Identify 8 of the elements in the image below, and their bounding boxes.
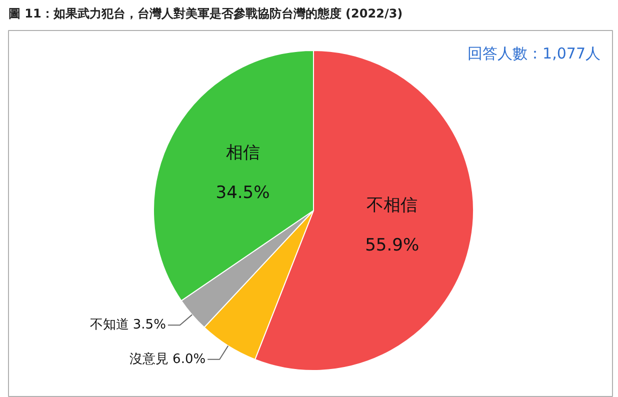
chart-title: 圖 11：如果武力犯台，台灣人對美軍是否參戰協防台灣的態度 (2022/3) <box>8 6 403 20</box>
data-label: 34.5% <box>216 183 270 204</box>
text: 回答人數：1,077人 <box>468 44 601 62</box>
slice-label: 不相信 <box>366 195 418 216</box>
slice-label: 不知道 3.5% <box>90 318 166 333</box>
slice-label: 相信 <box>226 143 260 164</box>
slice-label: 沒意見 6.0% <box>129 352 206 367</box>
data-label: 55.9% <box>365 235 420 256</box>
